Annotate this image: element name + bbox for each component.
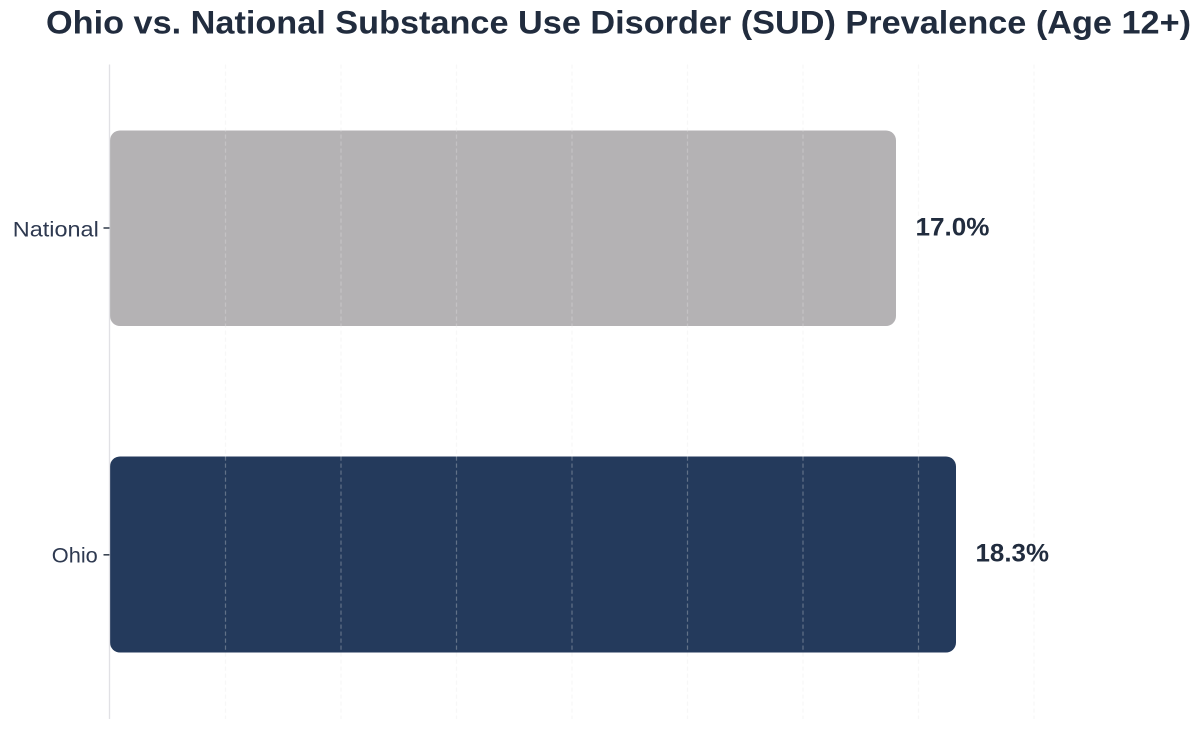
svg-text:17.0%: 17.0%: [916, 213, 990, 241]
svg-text:National: National: [13, 217, 99, 241]
svg-text:18.3%: 18.3%: [976, 539, 1050, 567]
svg-text:Ohio: Ohio: [52, 544, 98, 568]
svg-text:Ohio vs. National Substance Us: Ohio vs. National Substance Use Disorder…: [46, 4, 1191, 40]
